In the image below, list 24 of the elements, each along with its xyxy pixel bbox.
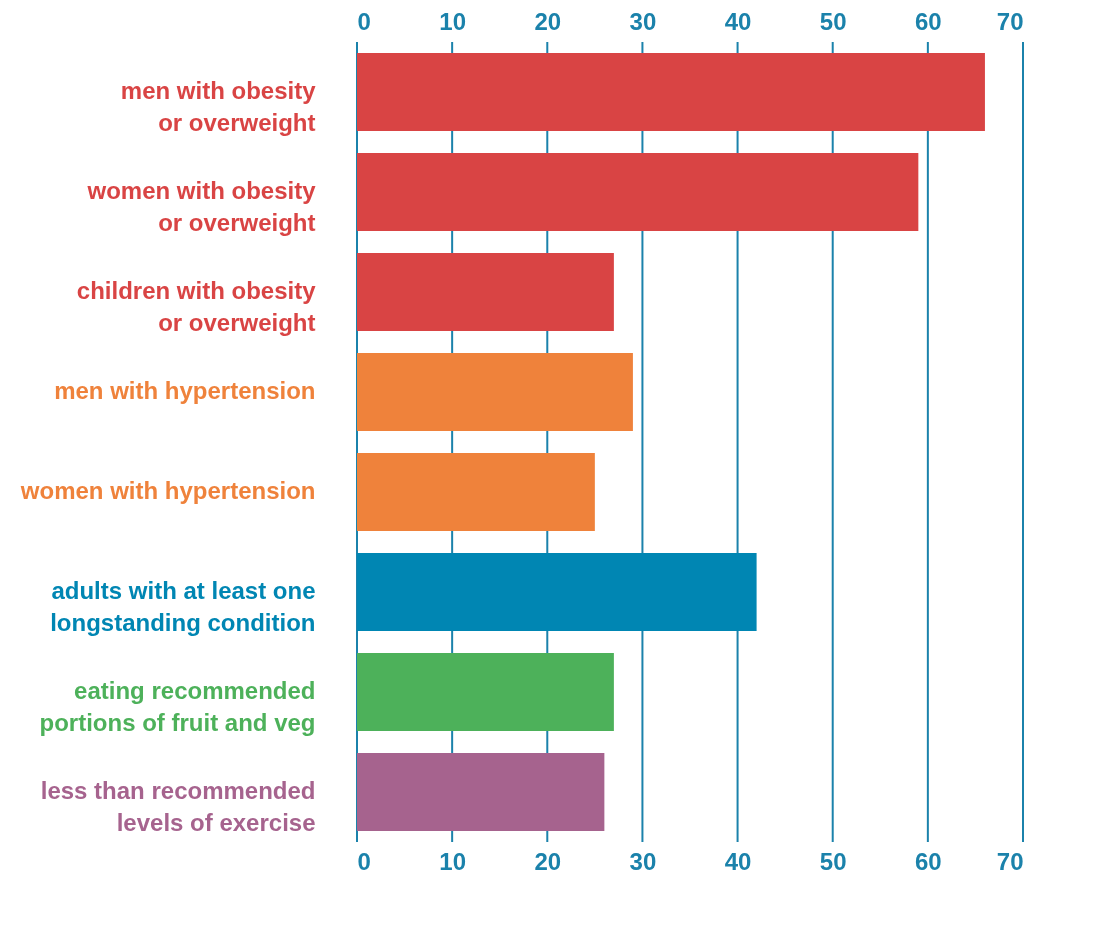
x2-tick-label: 30 (629, 7, 657, 35)
y-tick-label: men with obesity or overweight (120, 77, 317, 136)
x-tick-label: 70 (996, 847, 1024, 875)
x2-tick-label: 60 (915, 7, 942, 35)
y-tick-label: women with obesity or overweight (86, 177, 317, 236)
x-tick-label: 0 (357, 847, 371, 875)
x2-tick-label: 50 (819, 7, 847, 35)
x2-tick-label: 40 (724, 7, 752, 35)
y-tick-label: less than recommended levels of exercise (40, 777, 316, 836)
x2-tick-label: 0 (357, 7, 371, 35)
y-tick-label: adults with at least one longstanding condition (50, 577, 316, 636)
x-tick-label: 20 (534, 847, 562, 875)
x2-tick-label: 10 (439, 7, 466, 35)
x2-tick-label: 20 (534, 7, 562, 35)
y-tick-label: children with obesity or overweight (76, 277, 317, 336)
y-tick-label: men with hypertension (54, 377, 316, 404)
y-tick-label: women with hypertension (19, 477, 316, 504)
x-tick-label: 60 (915, 847, 942, 875)
x2-tick-label: 70 (996, 7, 1024, 35)
x-tick-label: 10 (439, 847, 466, 875)
y-tick-label: eating recommended portions of fruit and veg (39, 677, 316, 736)
x-tick-label: 40 (724, 847, 752, 875)
x-tick-label: 30 (629, 847, 657, 875)
x-tick-label: 50 (819, 847, 847, 875)
